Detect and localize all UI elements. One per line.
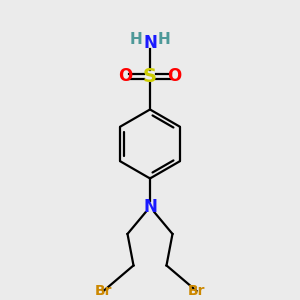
- Text: Br: Br: [188, 284, 205, 298]
- Text: O: O: [118, 68, 133, 85]
- Text: H: H: [158, 32, 171, 47]
- Text: O: O: [167, 68, 182, 85]
- Text: N: N: [143, 34, 157, 52]
- Text: Br: Br: [95, 284, 112, 298]
- Text: S: S: [143, 67, 157, 86]
- Text: N: N: [143, 198, 157, 216]
- Text: H: H: [129, 32, 142, 47]
